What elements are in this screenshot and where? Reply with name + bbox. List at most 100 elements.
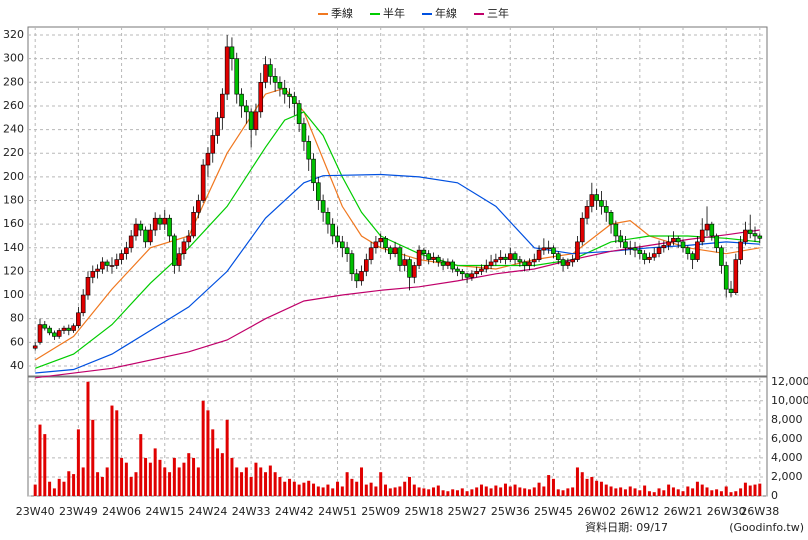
candle-body [205, 152, 211, 166]
candle-body [440, 261, 446, 266]
volume-bar [259, 467, 263, 496]
volume-bar [403, 481, 407, 496]
y-tick-label: 60 [10, 335, 24, 348]
volume-bar [244, 467, 248, 496]
volume-bar [446, 491, 450, 496]
volume-bar [144, 457, 148, 496]
candle-body [579, 217, 585, 243]
volume-bar [417, 487, 421, 496]
volume-bar [657, 488, 661, 496]
volume-bar [350, 478, 354, 496]
candle-body [546, 247, 551, 250]
volume-bar [340, 486, 344, 496]
volume-bar [580, 472, 584, 496]
y-tick-label: 100 [3, 288, 24, 301]
candle-body [210, 135, 216, 154]
volume-bar [748, 485, 752, 496]
volume-bar [33, 484, 37, 496]
candle-body [52, 332, 57, 337]
candle-body [335, 235, 340, 243]
volume-bar [283, 481, 287, 496]
candle-body [416, 249, 422, 266]
candle-body [138, 223, 144, 231]
volume-bar [441, 490, 445, 496]
volume-bar [662, 490, 666, 496]
candle-body [445, 261, 451, 266]
volume-bar [134, 472, 138, 496]
volume-bar [139, 434, 143, 496]
volume-bar [369, 482, 373, 496]
volume-bar [628, 486, 632, 496]
candle-body [411, 265, 417, 278]
volume-bar [153, 448, 157, 496]
candle-body [349, 253, 355, 275]
candle-body [517, 259, 523, 263]
volume-bar [436, 485, 440, 496]
volume-bar [729, 492, 733, 496]
candle-body [603, 206, 609, 213]
candle-body [651, 253, 657, 258]
candle-body [32, 345, 38, 349]
y-tick-label: 300 [3, 52, 24, 65]
volume-bar [158, 459, 162, 496]
y-tick-label: 160 [3, 217, 24, 230]
volume-tick-label: 12,000 [771, 375, 808, 388]
volume-bar [614, 488, 618, 496]
volume-bar [388, 488, 392, 496]
volume-bar [278, 476, 282, 496]
volume-bar [542, 486, 546, 496]
candle-body [455, 268, 460, 272]
candle-body [503, 256, 508, 260]
price-panel [27, 26, 768, 377]
candle-body [215, 117, 220, 136]
candle-body [421, 249, 427, 254]
volume-bar [254, 462, 258, 496]
candle-body [632, 247, 638, 251]
candle-body [613, 223, 619, 237]
candle-body [133, 223, 139, 237]
candle-body [234, 58, 240, 95]
candle-body [239, 93, 244, 107]
y-tick-label: 240 [3, 123, 24, 136]
candle-body [599, 200, 604, 207]
candle-body [637, 249, 643, 254]
candle-body [527, 261, 532, 266]
volume-bar [72, 474, 76, 496]
volume-bar [240, 472, 244, 496]
x-tick-label: 24W15 [145, 505, 184, 518]
candle-body [431, 256, 436, 260]
volume-bar [216, 448, 220, 496]
candle-body [143, 229, 148, 243]
candle-body [311, 158, 316, 184]
volume-tick-label: 0 [771, 489, 778, 502]
volume-bar [470, 489, 474, 496]
volume-bar [647, 491, 651, 496]
volume-bar [527, 489, 531, 496]
y-tick-label: 280 [3, 75, 24, 88]
candle-body [642, 253, 647, 260]
volume-bar [571, 487, 575, 496]
volume-bar [427, 489, 431, 496]
candle-body [76, 312, 81, 327]
candle-body [152, 217, 158, 231]
volume-bar [86, 381, 90, 496]
candle-body [383, 238, 388, 249]
candle-body [124, 247, 129, 254]
volume-bar [595, 480, 599, 496]
candle-body [555, 253, 561, 260]
volume-bar [489, 488, 493, 496]
candle-body [531, 259, 537, 263]
x-tick-label: 23W40 [16, 505, 55, 518]
x-tick-label: 26W38 [740, 505, 779, 518]
volume-bar [115, 410, 119, 496]
x-tick-label: 23W49 [59, 505, 98, 518]
volume-bar [326, 484, 330, 496]
volume-bar [724, 486, 728, 496]
candle-body [47, 327, 52, 334]
volume-bar [513, 484, 517, 496]
volume-bar [671, 487, 675, 496]
candle-body [272, 76, 278, 83]
volume-bar [124, 462, 128, 496]
volume-bar [465, 491, 469, 496]
